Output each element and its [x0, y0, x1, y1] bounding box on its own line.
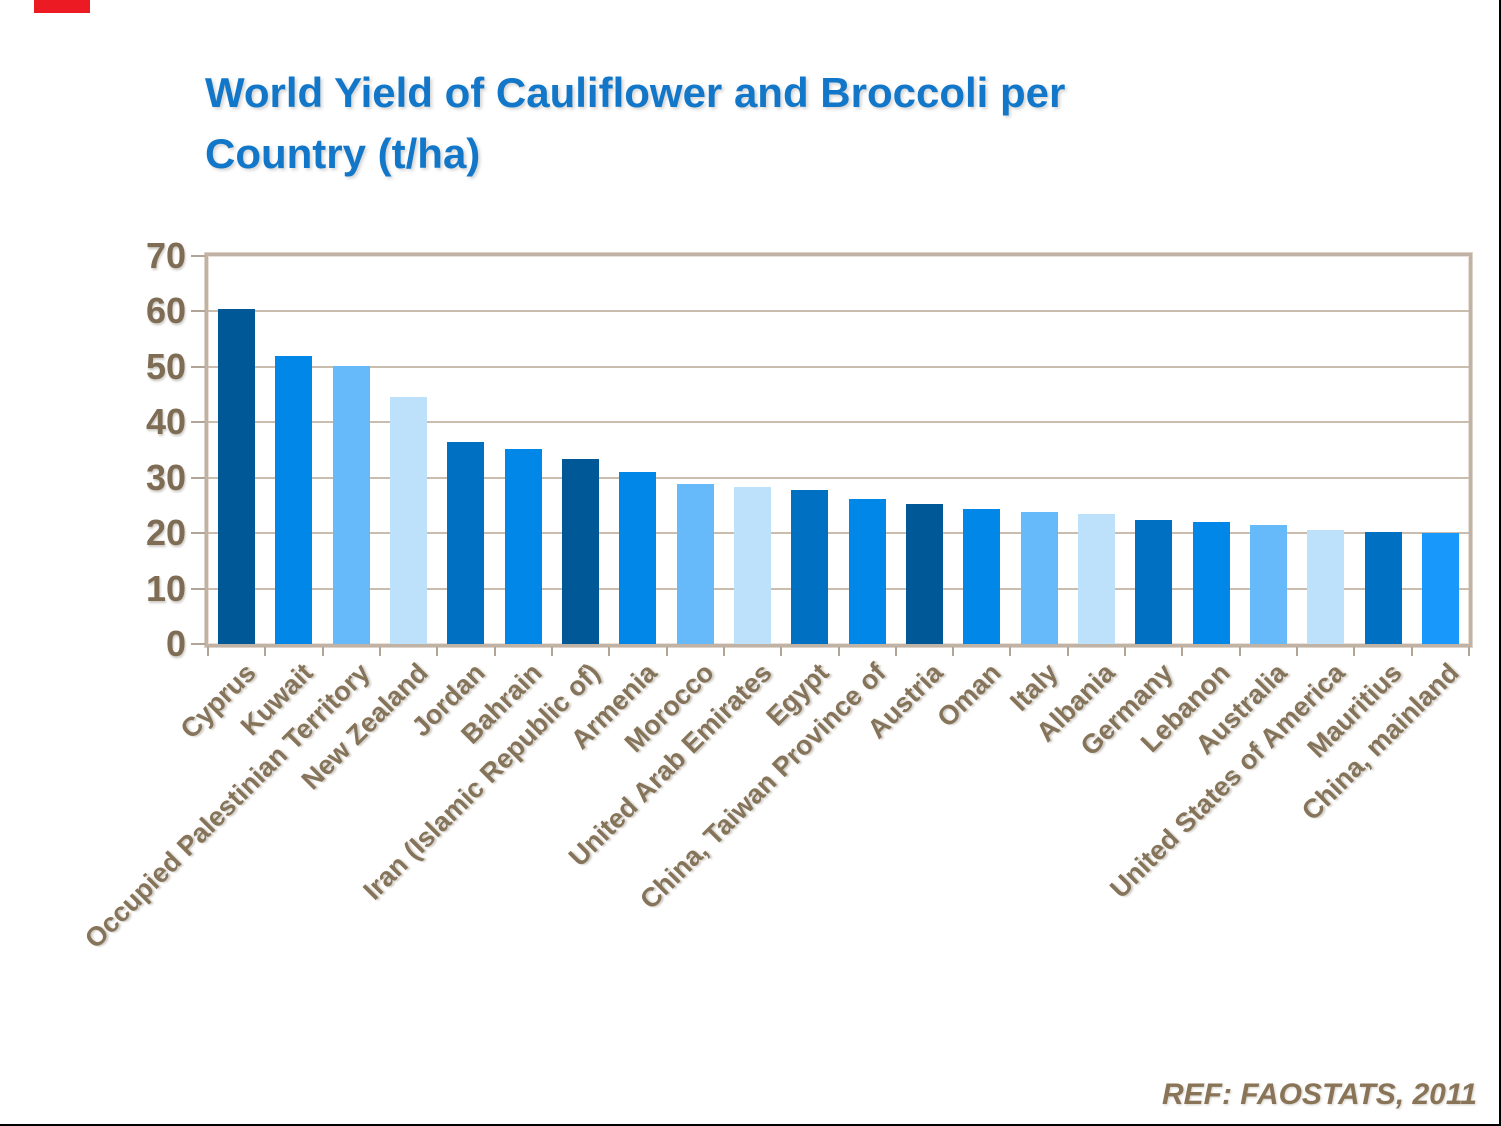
- gridline: [208, 421, 1469, 424]
- bar-china-taiwan-province-of: [848, 499, 886, 644]
- x-axis-tick: [1296, 647, 1299, 656]
- gridline: [208, 310, 1469, 313]
- x-axis-tick: [264, 647, 267, 656]
- x-axis-tick: [665, 647, 668, 656]
- x-axis-tick: [550, 647, 553, 656]
- gridline: [208, 476, 1469, 479]
- bar-kuwait: [275, 355, 313, 644]
- bar-armenia: [619, 471, 657, 644]
- y-axis-label: 10: [145, 567, 186, 609]
- x-axis-tick: [378, 647, 381, 656]
- y-axis-tick: [191, 476, 205, 479]
- y-axis-tick: [191, 255, 205, 257]
- bar-egypt: [791, 490, 829, 644]
- bar-germany: [1135, 520, 1173, 644]
- chart-title: World Yield of Cauliflower and Broccoli …: [205, 62, 1325, 184]
- bar-iran-islamic-republic-of: [562, 459, 600, 644]
- x-axis-tick: [722, 647, 725, 656]
- bar-italy: [1020, 511, 1058, 644]
- bar-lebanon: [1192, 521, 1230, 644]
- bar-oman: [963, 509, 1001, 644]
- y-axis-label: 0: [165, 623, 186, 664]
- y-axis-tick: [191, 421, 205, 424]
- y-axis-tick: [191, 643, 205, 645]
- y-axis-label: 70: [145, 235, 186, 276]
- x-axis-tick: [1124, 647, 1127, 656]
- x-axis-tick: [837, 647, 840, 656]
- x-axis-tick: [207, 647, 209, 656]
- x-axis-tick: [780, 647, 783, 656]
- x-axis-tick: [436, 647, 439, 656]
- bar-mauritius: [1364, 532, 1402, 644]
- plot-area: [205, 253, 1472, 647]
- red-accent-bar: [34, 0, 90, 13]
- x-axis-tick: [1353, 647, 1356, 656]
- bar-united-arab-emirates: [734, 487, 772, 644]
- bar-cyprus: [218, 309, 256, 644]
- bar-china-mainland: [1421, 532, 1459, 644]
- x-axis-tick: [1468, 647, 1470, 656]
- x-axis-tick: [894, 647, 897, 656]
- source-reference: REF: FAOSTATS, 2011: [1161, 1078, 1477, 1111]
- x-axis-tick: [493, 647, 496, 656]
- y-axis-label: 30: [145, 456, 186, 498]
- y-axis-tick: [191, 532, 205, 535]
- y-axis-tick: [191, 587, 205, 590]
- gridline: [208, 365, 1469, 368]
- bar-jordan: [447, 441, 485, 644]
- bar-austria: [905, 504, 943, 644]
- y-axis-tick: [191, 365, 205, 368]
- bar-united-states-of-america: [1307, 530, 1345, 644]
- y-axis-label: 20: [145, 512, 186, 554]
- y-axis-label: 50: [145, 345, 186, 387]
- chart-title-line2: Country (t/ha): [205, 130, 481, 177]
- y-axis-label: 40: [145, 401, 186, 443]
- x-axis-tick: [1181, 647, 1184, 656]
- y-axis-tick: [191, 310, 205, 313]
- chart-title-line1: World Yield of Cauliflower and Broccoli …: [205, 69, 1066, 116]
- bar-new-zealand: [390, 396, 428, 644]
- bar-bahrain: [504, 448, 542, 644]
- y-axis-label: 60: [145, 290, 186, 332]
- bar-albania: [1077, 514, 1115, 644]
- x-axis-tick: [608, 647, 611, 656]
- x-axis-tick: [952, 647, 955, 656]
- bar-australia: [1249, 525, 1287, 644]
- x-axis-tick: [1066, 647, 1069, 656]
- x-axis-tick: [1238, 647, 1241, 656]
- x-axis-tick: [1410, 647, 1413, 656]
- gridline: [208, 532, 1469, 535]
- bar-morocco: [676, 484, 714, 644]
- gridline: [208, 587, 1469, 590]
- bar-occupied-palestinian-territory: [332, 366, 370, 644]
- x-axis-tick: [321, 647, 324, 656]
- x-axis-tick: [1009, 647, 1012, 656]
